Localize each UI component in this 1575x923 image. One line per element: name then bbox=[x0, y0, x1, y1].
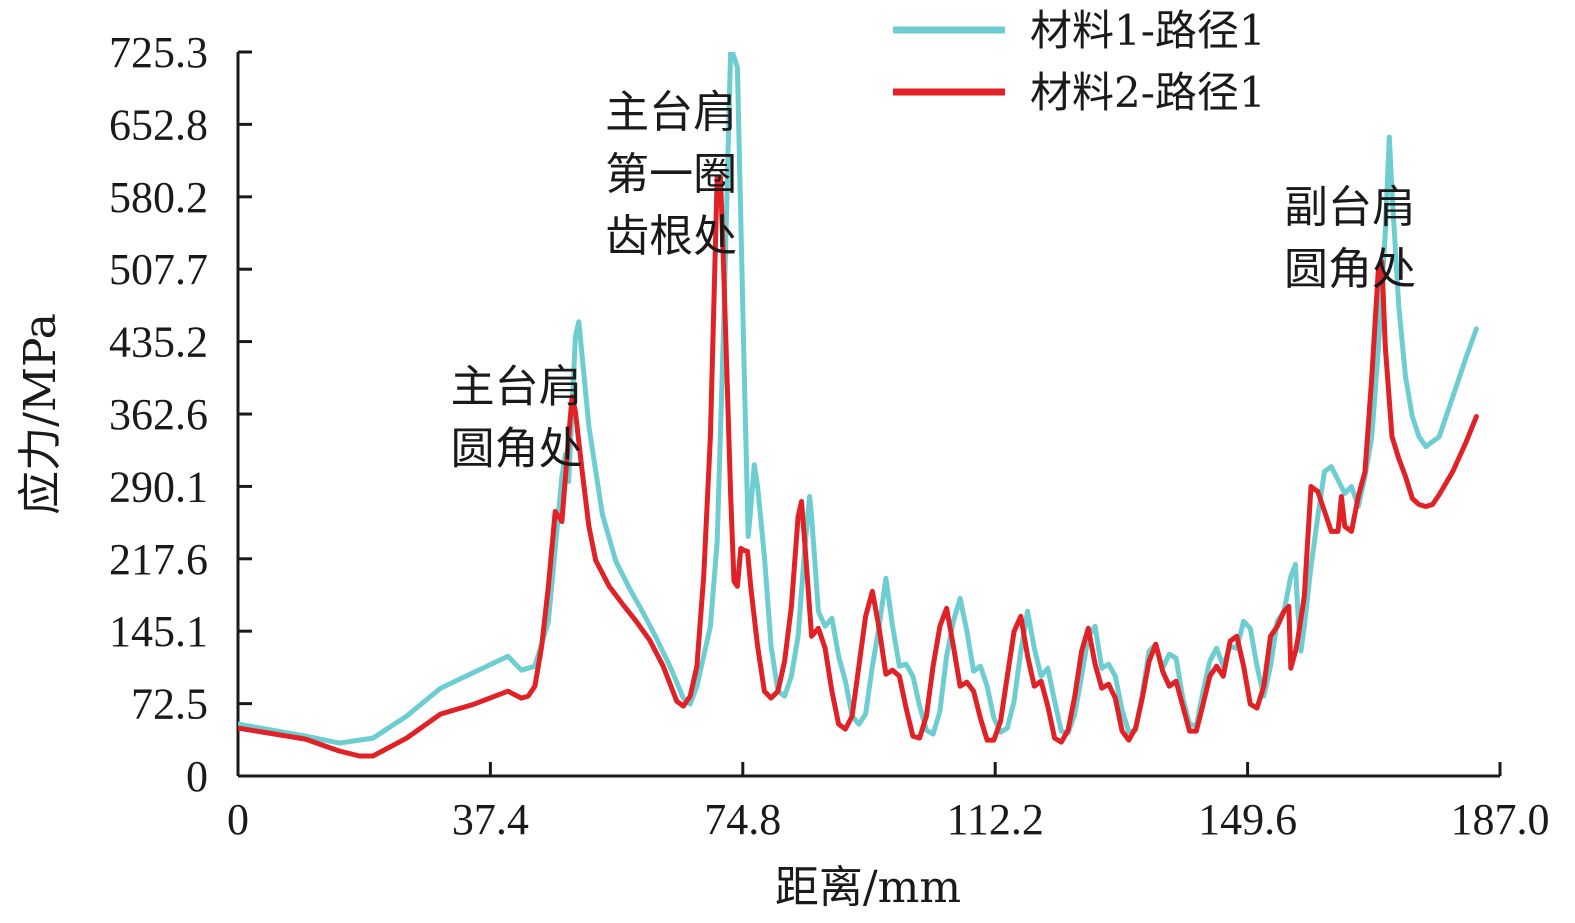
y-tick-label: 652.8 bbox=[109, 100, 208, 149]
x-tick-label: 187.0 bbox=[1451, 795, 1550, 844]
series-line-2 bbox=[238, 174, 1479, 759]
y-tick-label: 507.7 bbox=[109, 245, 208, 294]
x-tick-label: 112.2 bbox=[947, 795, 1044, 844]
x-tick-label: 0 bbox=[227, 795, 249, 844]
y-axis-ticks: 0 72.5 145.1 217.6 290.1 362.6 435.2 507.7 580.2… bbox=[109, 28, 252, 801]
y-tick-label: 145.1 bbox=[109, 607, 208, 656]
x-tick-label: 37.4 bbox=[452, 795, 529, 844]
y-tick-label: 72.5 bbox=[131, 680, 208, 729]
annotation-text: 主台肩 bbox=[605, 87, 737, 138]
y-tick-label: 435.2 bbox=[109, 318, 208, 367]
legend-label-1: 材料1-路径1 bbox=[1030, 6, 1266, 55]
y-tick-label: 362.6 bbox=[109, 390, 208, 439]
legend-label-2: 材料2-路径1 bbox=[1030, 68, 1266, 117]
annotation-text: 第一圈 bbox=[605, 149, 737, 200]
annotation-text: 圆角处 bbox=[1284, 244, 1416, 295]
annotation-text: 主台肩 bbox=[451, 362, 583, 413]
x-axis-title: 距离/mm bbox=[775, 862, 961, 913]
annotation-text: 齿根处 bbox=[605, 211, 737, 262]
annotation-text: 副台肩 bbox=[1284, 182, 1416, 233]
legend: 材料1-路径1 材料2-路径1 bbox=[893, 6, 1266, 117]
y-tick-label: 0 bbox=[186, 752, 208, 801]
x-axis-ticks: 0 37.4 74.8 112.2 149.6 187.0 bbox=[227, 762, 1550, 844]
y-tick-label: 217.6 bbox=[109, 535, 208, 584]
y-axis-title: 应力/MPa bbox=[15, 313, 66, 515]
y-tick-label: 580.2 bbox=[109, 173, 208, 222]
x-tick-label: 149.6 bbox=[1198, 795, 1297, 844]
y-tick-label: 290.1 bbox=[109, 462, 208, 511]
annotation-text: 圆角处 bbox=[451, 424, 583, 475]
y-tick-label: 725.3 bbox=[109, 28, 208, 77]
series-layer bbox=[238, 52, 1479, 759]
series-line-1 bbox=[238, 52, 1479, 746]
x-tick-label: 74.8 bbox=[704, 795, 781, 844]
